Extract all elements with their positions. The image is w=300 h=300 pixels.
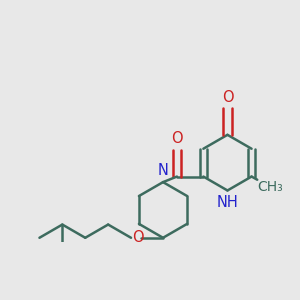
Text: N: N [158,163,169,178]
Text: O: O [132,230,144,245]
Text: NH: NH [217,195,238,210]
Text: O: O [222,90,233,105]
Text: O: O [171,131,183,146]
Text: CH₃: CH₃ [257,180,283,194]
